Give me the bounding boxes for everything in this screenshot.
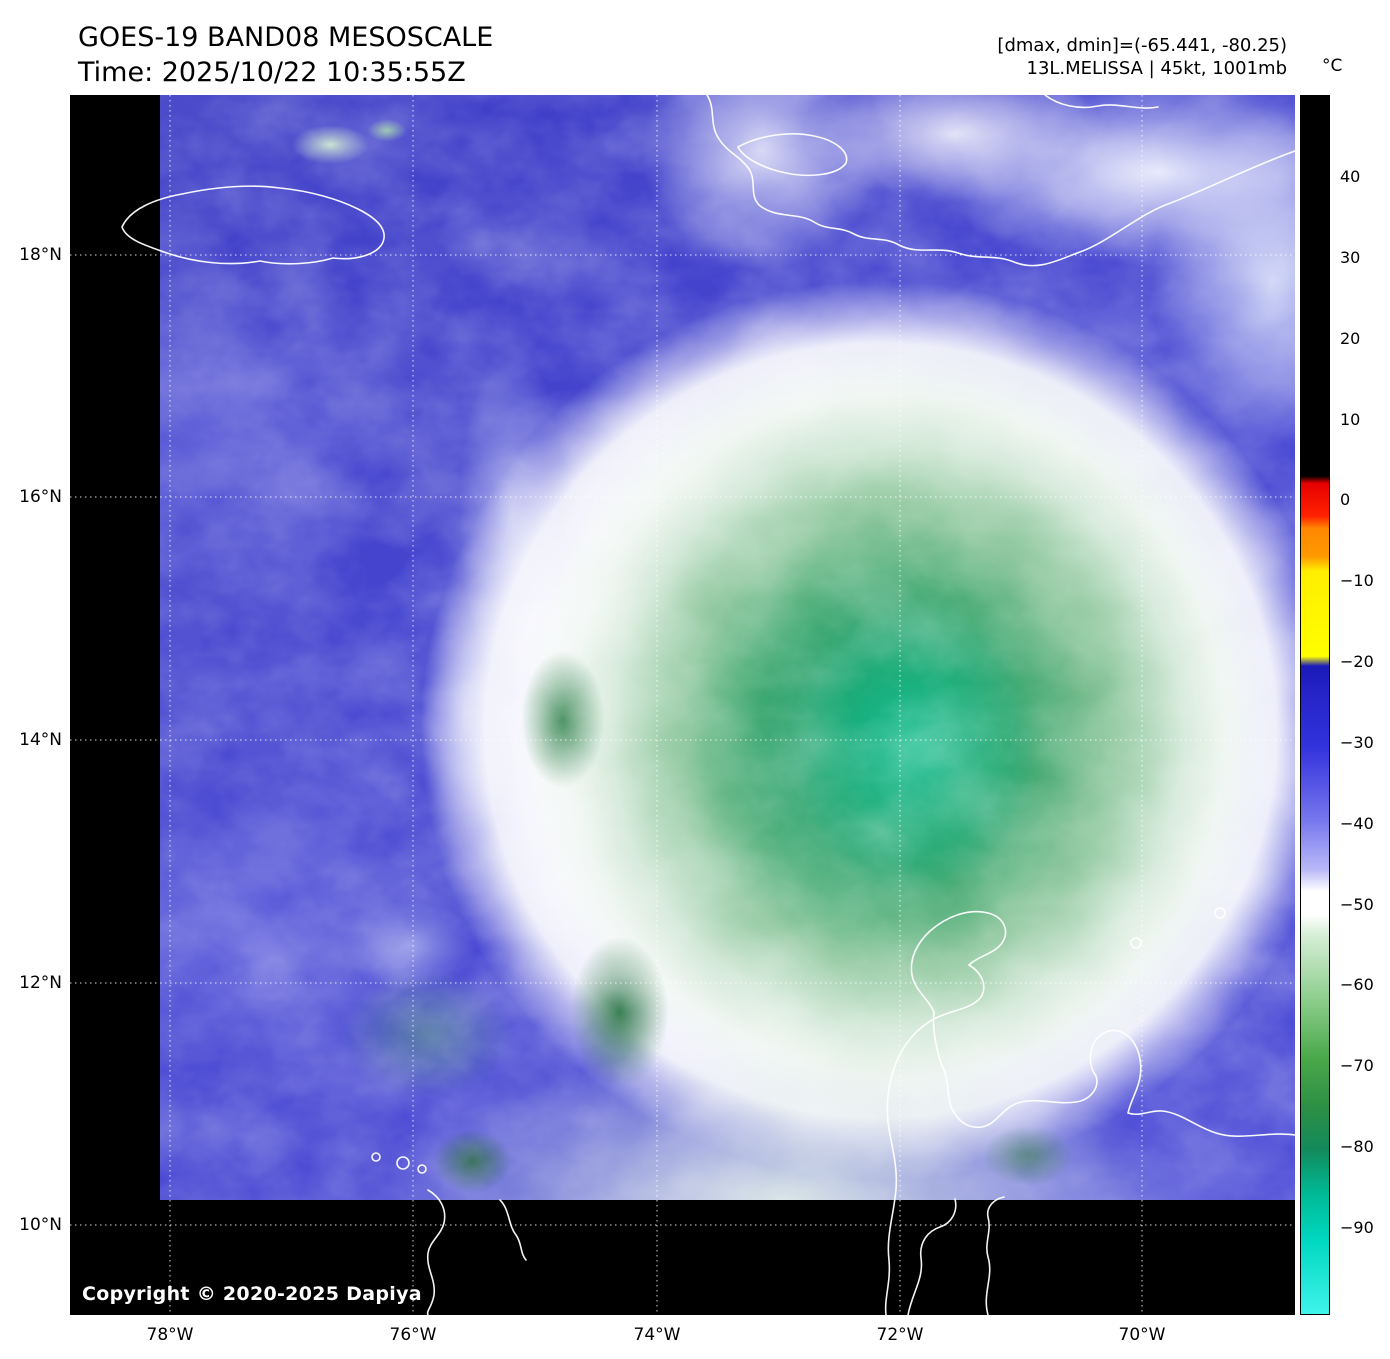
coastline-island — [396, 1156, 410, 1170]
coastline-island — [417, 1164, 427, 1174]
colorbar-tick: −20 — [1340, 652, 1374, 671]
colorbar-tick: −90 — [1340, 1218, 1374, 1237]
coastline-hispaniola-top — [1044, 95, 1159, 109]
coastline-maracaibo-west — [907, 1198, 957, 1315]
lat-tick-14n: 14°N — [19, 730, 62, 750]
timestamp: Time: 2025/10/22 10:35:55Z — [78, 57, 466, 88]
coastline-tortuga — [737, 133, 848, 177]
colorbar-tick: 40 — [1340, 167, 1361, 186]
coastline-island — [1214, 907, 1226, 919]
coastlines — [121, 95, 1295, 1315]
coastline-island — [1130, 937, 1142, 949]
colorbar-unit-label: °C — [1322, 56, 1343, 76]
colorbar-tick: −10 — [1340, 571, 1374, 590]
colorbar-tick: −60 — [1340, 975, 1374, 994]
coastline-island — [371, 1152, 381, 1162]
page-title: GOES-19 BAND08 MESOSCALE — [78, 22, 494, 53]
lon-tick-74w: 74°W — [633, 1325, 681, 1345]
colorbar-tick: −70 — [1340, 1056, 1374, 1075]
map-plot-area: Copyright © 2020-2025 Dapiya — [70, 95, 1295, 1315]
colorbar-tick: −30 — [1340, 733, 1374, 752]
storm-status: 13L.MELISSA | 45kt, 1001mb — [1026, 58, 1288, 79]
coastline-hispaniola — [706, 95, 1295, 267]
dmax-dmin-readout: [dmax, dmin]=(-65.441, -80.25) — [997, 35, 1287, 56]
cloud-texture-overlay — [160, 95, 1295, 1200]
colorbar-tick: 20 — [1340, 329, 1361, 348]
coastline-jamaica — [121, 185, 385, 265]
lon-tick-70w: 70°W — [1118, 1325, 1166, 1345]
lat-tick-18n: 18°N — [19, 245, 62, 265]
lat-tick-12n: 12°N — [19, 973, 62, 993]
colorbar-tick: 10 — [1340, 410, 1361, 429]
coastline-colombia-fragment — [499, 1199, 527, 1261]
colorbar-tick: 30 — [1340, 248, 1361, 267]
colorbar-tick: −40 — [1340, 814, 1374, 833]
colorbar-tick: −50 — [1340, 895, 1374, 914]
lon-tick-72w: 72°W — [876, 1325, 924, 1345]
lat-tick-16n: 16°N — [19, 487, 62, 507]
colorbar-tick: 0 — [1340, 490, 1351, 509]
coastline-south-america — [884, 910, 1295, 1315]
temperature-colorbar — [1300, 95, 1330, 1315]
colorbar-tick: −80 — [1340, 1137, 1374, 1156]
graticule-gridlines — [70, 95, 1295, 1315]
coastline-colombia — [426, 1189, 446, 1315]
lat-tick-10n: 10°N — [19, 1215, 62, 1235]
copyright-watermark: Copyright © 2020-2025 Dapiya — [82, 1283, 422, 1305]
lon-tick-76w: 76°W — [389, 1325, 437, 1345]
header-info: [dmax, dmin]=(-65.441, -80.25) 13L.MELIS… — [997, 34, 1287, 80]
coastline-maracaibo-east — [985, 1196, 1005, 1315]
lon-tick-78w: 78°W — [146, 1325, 194, 1345]
map-overlay — [70, 95, 1295, 1315]
header: GOES-19 BAND08 MESOSCALE Time: 2025/10/2… — [78, 20, 493, 90]
